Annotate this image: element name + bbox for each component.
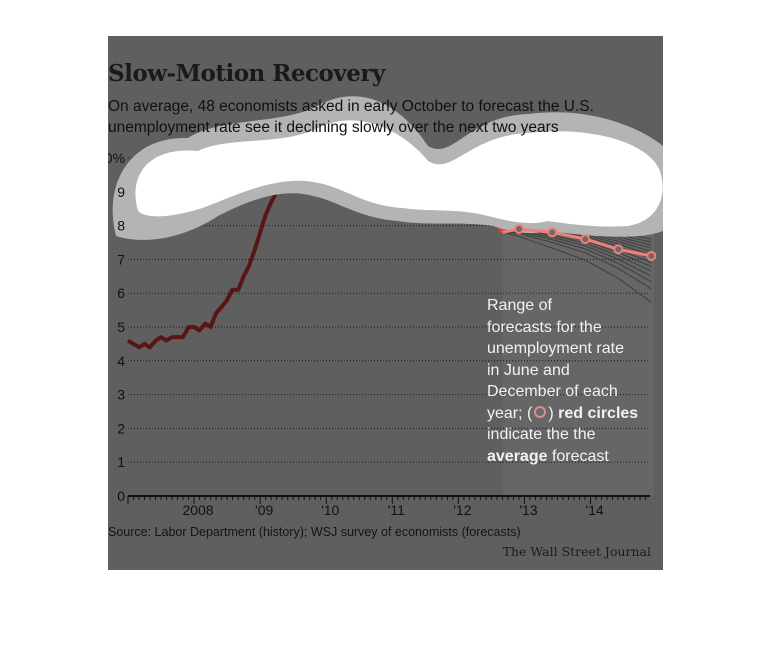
cloud-overlay-inner [135, 120, 663, 227]
x-tick-label: '10 [321, 502, 339, 518]
red-circle-legend-icon [534, 405, 547, 418]
source-note: Source: Labor Department (history); WSJ … [108, 525, 521, 539]
forecast-line [502, 231, 652, 303]
annotation-bold: red circles [558, 404, 639, 422]
annotation-line: forecasts for the [487, 318, 602, 336]
annotation-line: forecast [547, 447, 609, 465]
annotation-line: unemployment rate [487, 340, 624, 357]
annotation-line: in June and [487, 361, 570, 379]
x-tick-label: '13 [519, 502, 537, 518]
y-tick-label: 1 [117, 454, 125, 470]
y-tick-label: 8 [117, 218, 125, 234]
x-tick-label: 2008 [182, 502, 213, 518]
annotation-line: ) [548, 404, 559, 422]
y-tick-label: 10% [108, 150, 125, 166]
y-tick-label: 7 [117, 251, 125, 267]
annotation-line: indicate the the [487, 426, 596, 443]
chart-subtitle: On average, 48 economists asked in early… [108, 98, 594, 136]
average-forecast-point [514, 223, 525, 234]
annotation-line: December of each [487, 383, 618, 400]
credit-line: The Wall Street Journal [502, 544, 651, 559]
history-line-pre2009 [126, 190, 279, 350]
y-tick-label: 6 [117, 285, 125, 301]
x-tick-label: '12 [453, 502, 471, 518]
forecast-line [502, 231, 652, 290]
y-tick-label: 5 [117, 319, 125, 335]
forecast-range-annotation: Range of forecasts for the unemployment … [487, 295, 657, 467]
average-forecast-point [580, 234, 591, 245]
annotation-line: year; ( [487, 404, 533, 422]
y-tick-label: 9 [117, 184, 125, 200]
x-tick-label: '14 [585, 502, 603, 518]
x-tick-label: '09 [255, 502, 273, 518]
chart-title: Slow-Motion Recovery [108, 60, 385, 87]
average-forecast-point [547, 227, 558, 238]
y-tick-label: 0 [117, 488, 125, 504]
x-tick-label: '11 [388, 502, 405, 518]
chart-canvas: 0 1 2 3 4 5 6 7 8 9 10% 2008 '09 '10 '11 '12 '13 '14 [108, 96, 663, 518]
average-forecast-point [613, 244, 624, 255]
y-tick-label: 4 [117, 353, 125, 369]
average-forecast-point [646, 251, 657, 262]
y-tick-label: 2 [117, 420, 125, 436]
annotation-bold: average [487, 447, 548, 465]
annotation-line: Range of [487, 297, 552, 314]
y-tick-label: 3 [117, 387, 125, 403]
chart-card: 0 1 2 3 4 5 6 7 8 9 10% 2008 '09 '10 '11 '12 '13 '14 Slow… [108, 36, 663, 570]
